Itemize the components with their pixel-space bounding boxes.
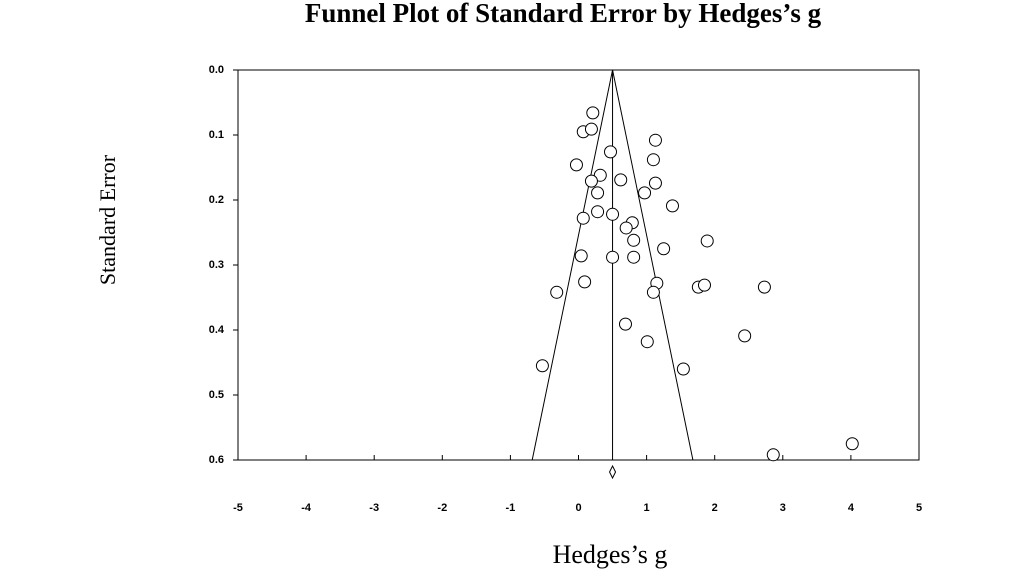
study-point bbox=[638, 186, 652, 200]
study-point bbox=[584, 122, 598, 136]
y-tick-label: 0.3 bbox=[209, 259, 224, 271]
study-point bbox=[627, 250, 641, 264]
study-point bbox=[648, 133, 662, 147]
x-tick-label: 2 bbox=[712, 502, 718, 514]
study-point bbox=[697, 278, 711, 292]
study-point bbox=[619, 221, 633, 235]
study-point bbox=[606, 250, 620, 264]
x-tick-label: -5 bbox=[233, 502, 243, 514]
study-point bbox=[648, 176, 662, 190]
study-point bbox=[845, 437, 859, 451]
study-point bbox=[574, 249, 588, 263]
study-point bbox=[676, 362, 690, 376]
study-point bbox=[576, 211, 590, 225]
study-point bbox=[757, 280, 771, 294]
study-point bbox=[700, 234, 714, 248]
x-tick-label: 1 bbox=[644, 502, 650, 514]
x-axis-title: Hedges’s g bbox=[553, 540, 668, 569]
x-tick-label: 5 bbox=[916, 502, 922, 514]
funnel-line bbox=[531, 69, 694, 461]
chart-title: Funnel Plot of Standard Error by Hedges’… bbox=[305, 0, 822, 28]
study-point bbox=[591, 205, 605, 219]
study-point bbox=[593, 168, 607, 182]
y-tick-label: 0.5 bbox=[209, 389, 224, 401]
x-tick-label: 3 bbox=[780, 502, 786, 514]
study-point bbox=[578, 275, 592, 289]
study-point bbox=[646, 285, 660, 299]
x-tick-label: -4 bbox=[301, 502, 312, 514]
x-tick-label: -1 bbox=[506, 502, 516, 514]
study-point bbox=[584, 174, 598, 188]
study-point bbox=[640, 335, 654, 349]
y-axis-title: Standard Error bbox=[95, 154, 120, 285]
study-point bbox=[604, 145, 618, 159]
study-point bbox=[646, 153, 660, 167]
x-tick-label: 4 bbox=[848, 502, 855, 514]
study-point bbox=[550, 285, 564, 299]
x-tick-label: 0 bbox=[575, 502, 581, 514]
study-point bbox=[738, 329, 752, 343]
study-point bbox=[614, 173, 628, 187]
y-tick-label: 0.2 bbox=[209, 194, 224, 206]
pooled-estimate-diamond bbox=[608, 464, 617, 480]
y-tick-label: 0.1 bbox=[209, 129, 224, 141]
study-point bbox=[591, 186, 605, 200]
study-point bbox=[535, 359, 549, 373]
study-point bbox=[665, 199, 679, 213]
study-point bbox=[627, 233, 641, 247]
study-point bbox=[586, 106, 600, 120]
y-tick-label: 0.0 bbox=[209, 64, 224, 76]
study-point bbox=[569, 158, 583, 172]
study-point bbox=[606, 207, 620, 221]
study-point bbox=[766, 448, 780, 462]
y-tick-label: 0.4 bbox=[209, 324, 225, 336]
y-tick-label: 0.6 bbox=[209, 454, 224, 466]
x-tick-label: -2 bbox=[437, 502, 447, 514]
x-tick-label: -3 bbox=[369, 502, 379, 514]
study-point bbox=[657, 242, 671, 256]
study-point bbox=[618, 317, 632, 331]
